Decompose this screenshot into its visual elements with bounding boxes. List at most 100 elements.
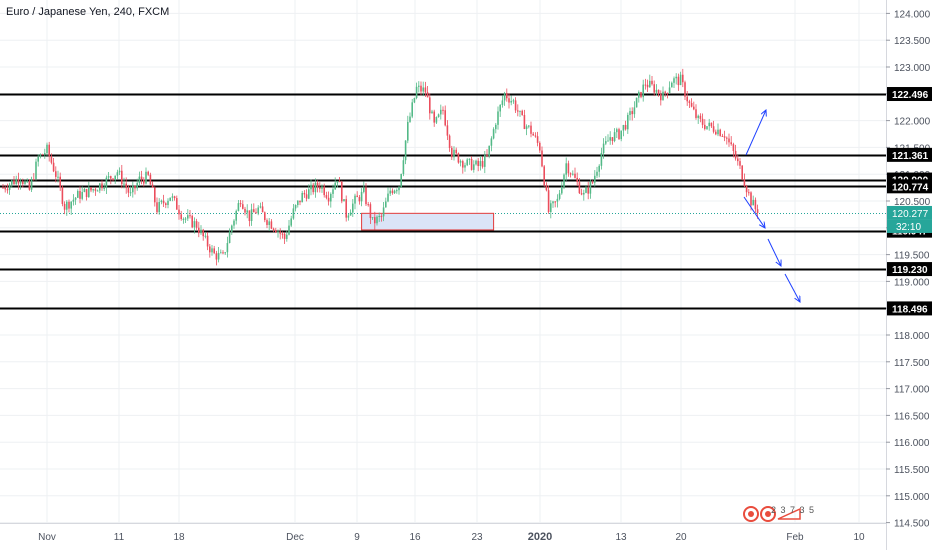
candle-body [200, 229, 202, 234]
candle-body [519, 110, 521, 112]
countdown-label: 32:10 [896, 222, 921, 233]
candle-body [149, 174, 152, 185]
candle-body [424, 87, 427, 93]
candle-body [618, 129, 620, 140]
candle-body [52, 162, 55, 172]
candle-body [316, 182, 319, 188]
candle-body [446, 125, 449, 136]
candle-body [475, 160, 477, 165]
candle-body [193, 221, 196, 228]
support-zone [361, 212, 495, 231]
candle-body [704, 124, 706, 129]
candle-body [664, 91, 666, 93]
candle-body [611, 137, 614, 142]
candle-body [418, 85, 420, 87]
candle-body [616, 129, 618, 133]
candle-body [323, 186, 325, 196]
candle-body [303, 192, 306, 195]
candle-body [275, 229, 277, 233]
candle-body [228, 231, 231, 244]
candle-body [352, 203, 354, 213]
candle-body [550, 203, 552, 213]
candle-body [495, 124, 497, 130]
candle-body [72, 199, 75, 202]
level-badge-label: 119.230 [892, 265, 928, 276]
candle-body [715, 131, 717, 135]
candle-body [105, 177, 108, 189]
candle-body [57, 176, 59, 178]
time-tick-label: 18 [173, 532, 185, 543]
price-tick-label: 115.500 [894, 465, 930, 476]
time-axis[interactable]: Nov 11 18 Dec 9 16 23 2020 13 20 Feb 10 [0, 523, 886, 544]
candle-body [123, 183, 125, 185]
candle-body [347, 215, 350, 218]
candle-body [444, 110, 446, 126]
candle-body [358, 197, 361, 202]
candle-body [591, 181, 594, 183]
candle-body [420, 85, 422, 92]
candle-body [730, 142, 732, 145]
candle-body [380, 216, 383, 218]
candle-body [85, 189, 88, 197]
candle-body [382, 207, 385, 217]
candle-body [688, 101, 691, 103]
candle-body [525, 126, 528, 129]
candle-body [294, 205, 297, 209]
candle-body [96, 190, 99, 192]
candle-body [176, 198, 178, 210]
candle-body [272, 228, 275, 230]
candle-body [563, 174, 565, 187]
candle-body [50, 156, 53, 163]
candle-body [657, 89, 660, 95]
chart-grid [0, 0, 886, 524]
candle-body [226, 243, 229, 253]
candle-body [360, 191, 363, 202]
candle-body [523, 115, 526, 129]
projection-arrow [767, 238, 781, 266]
candle-body [530, 125, 532, 134]
candle-body [233, 220, 235, 226]
candle-body [374, 217, 376, 224]
candle-body [121, 170, 123, 185]
candle-body [365, 187, 367, 205]
current-price-label: 120.277 [892, 209, 929, 220]
candle-body [259, 206, 262, 208]
candle-body [114, 175, 116, 181]
candle-body [598, 165, 600, 172]
candlesticks[interactable] [2, 68, 759, 266]
candle-body [492, 129, 495, 139]
candle-body [4, 187, 6, 190]
time-tick-label: 11 [114, 532, 125, 543]
candle-body [466, 159, 468, 166]
candle-body [255, 212, 257, 214]
candle-body [334, 182, 336, 190]
logo-icon [743, 506, 801, 522]
candle-body [349, 212, 352, 216]
candle-body [24, 181, 26, 184]
candle-body [596, 171, 598, 176]
candle-body [354, 195, 356, 204]
countdown-badge [887, 219, 932, 233]
candle-body [653, 84, 655, 93]
candle-body [178, 209, 180, 215]
candle-body [396, 190, 398, 192]
level-badge-label: 121.361 [892, 151, 929, 162]
level-badge-label: 118.496 [892, 304, 928, 315]
candle-body [517, 110, 519, 112]
price-tick-label: 117.000 [894, 385, 930, 396]
candle-body [556, 198, 559, 202]
candle-body [561, 186, 563, 194]
candle-body [706, 126, 708, 129]
candle-body [206, 235, 209, 247]
candle-body [726, 137, 728, 139]
candle-body [644, 84, 647, 86]
candle-body [202, 229, 204, 237]
candle-body [15, 178, 17, 185]
candle-body [558, 193, 561, 199]
candle-body [204, 235, 207, 237]
candle-body [468, 158, 471, 160]
candle-body [143, 179, 145, 184]
candle-body [279, 231, 281, 234]
candle-body [473, 164, 475, 170]
candle-body [514, 100, 517, 111]
